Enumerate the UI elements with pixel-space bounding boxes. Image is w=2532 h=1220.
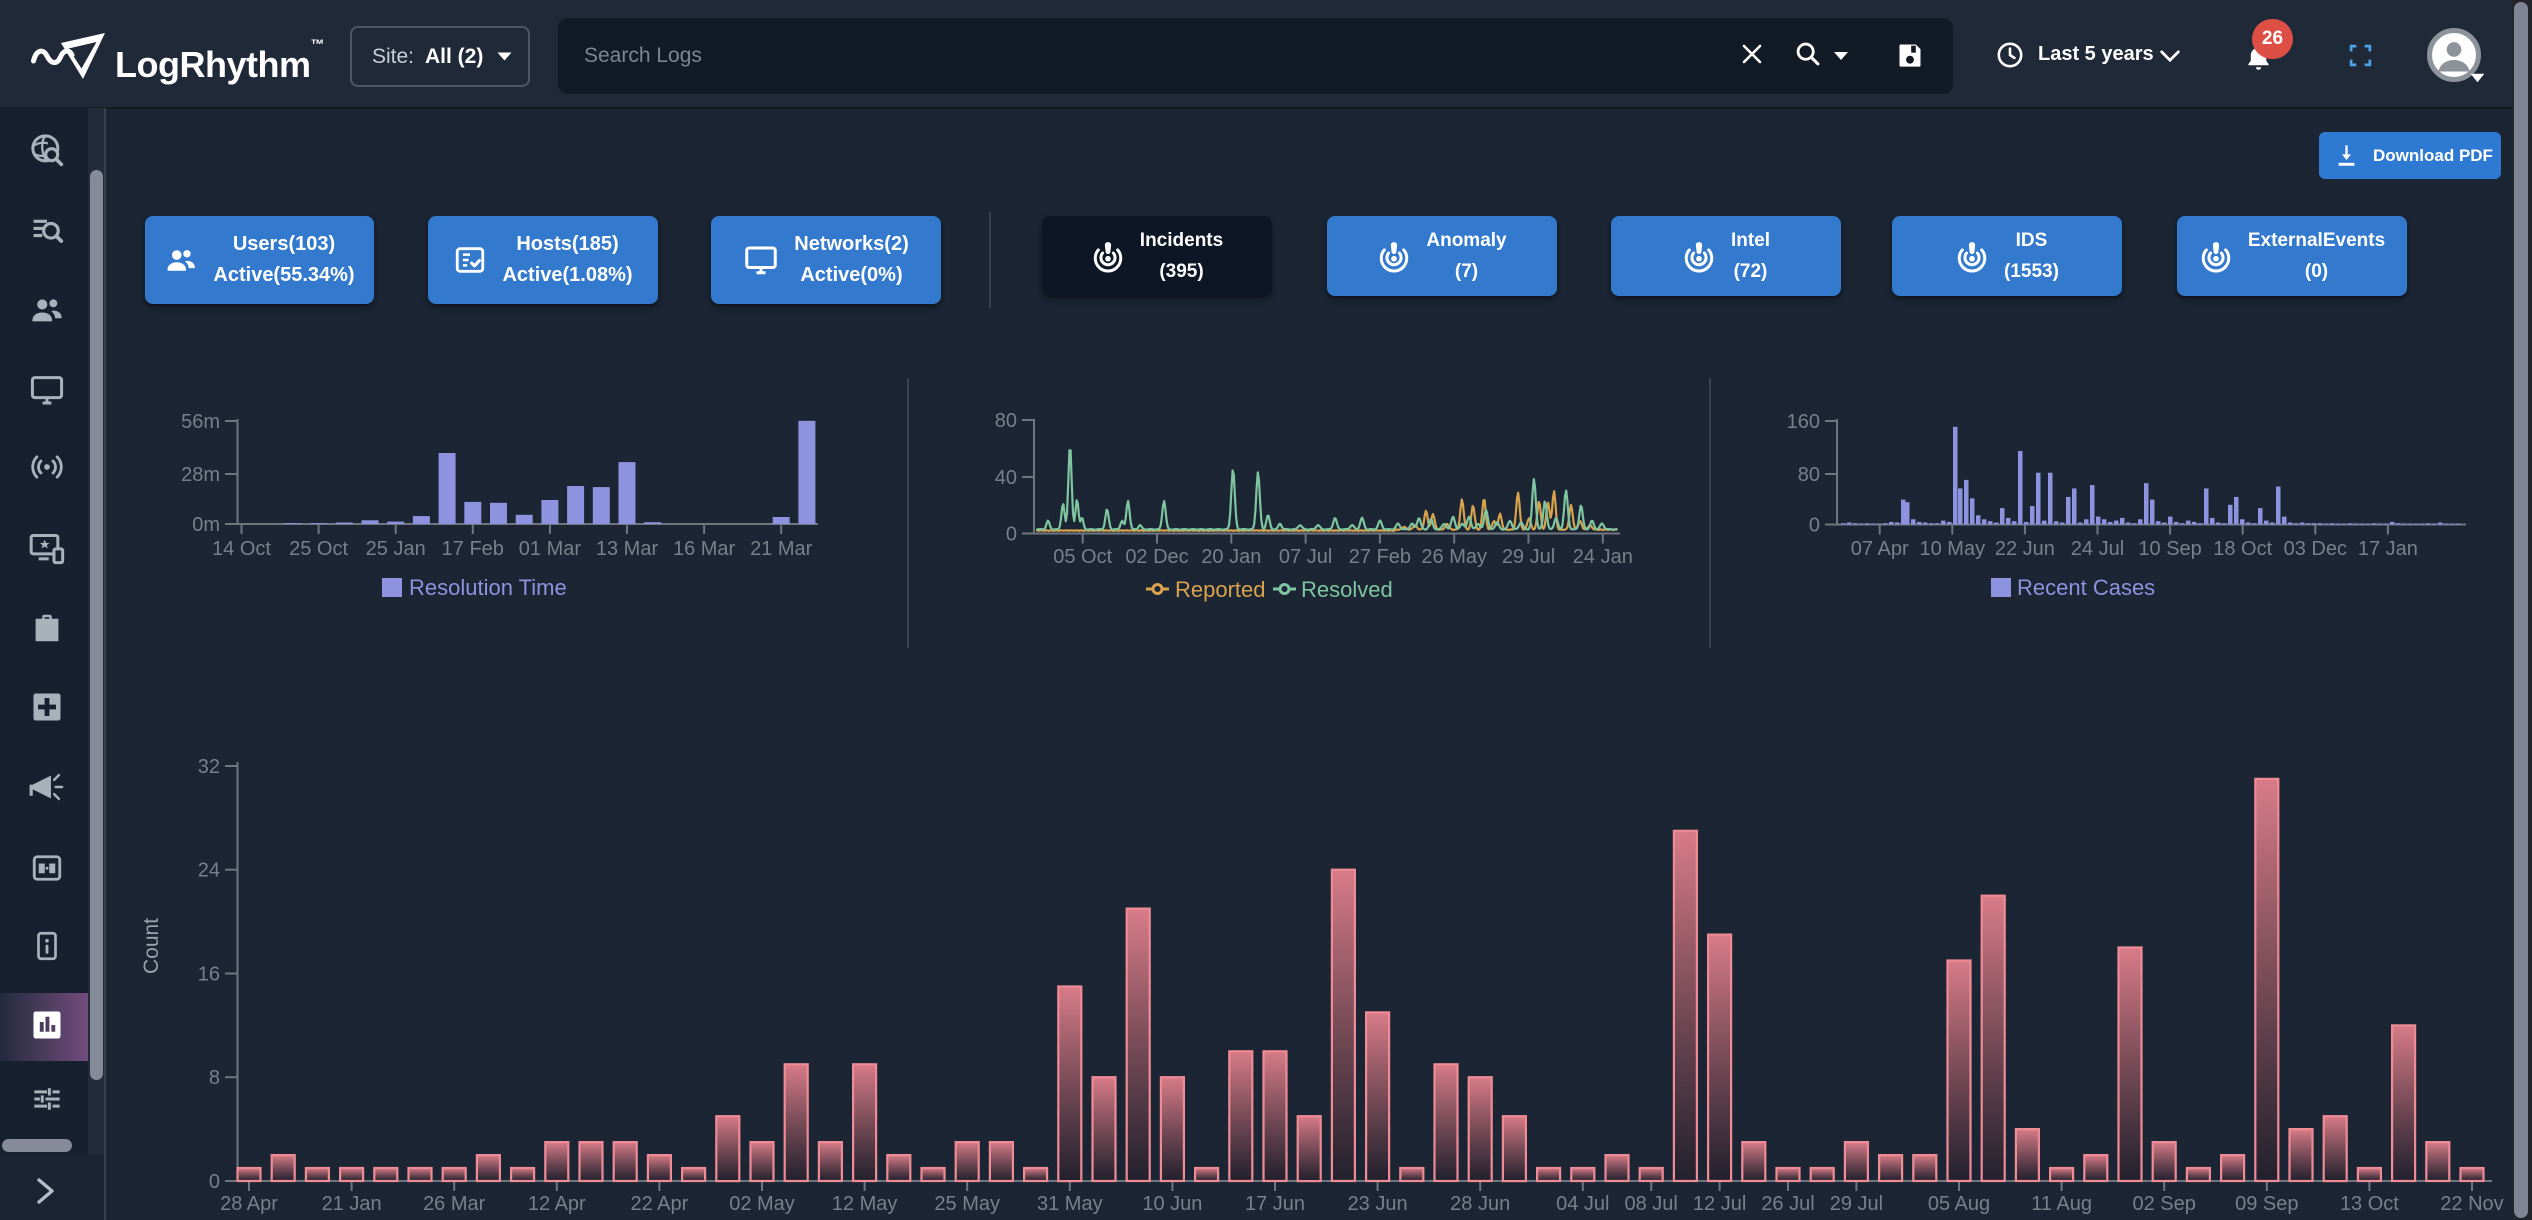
svg-text:40: 40 bbox=[995, 467, 1017, 489]
svg-text:02 May: 02 May bbox=[729, 1193, 795, 1215]
svg-text:26 Mar: 26 Mar bbox=[423, 1193, 486, 1215]
svg-text:Reported: Reported bbox=[1175, 577, 1266, 602]
svg-text:Resolution Time: Resolution Time bbox=[409, 575, 567, 600]
svg-text:13 Mar: 13 Mar bbox=[596, 538, 659, 560]
svg-text:21 Jan: 21 Jan bbox=[322, 1193, 382, 1215]
svg-text:24: 24 bbox=[198, 860, 220, 882]
svg-text:09 Sep: 09 Sep bbox=[2235, 1193, 2298, 1215]
svg-text:02 Sep: 02 Sep bbox=[2133, 1193, 2196, 1215]
svg-text:01 Mar: 01 Mar bbox=[519, 538, 582, 560]
svg-text:24 Jul: 24 Jul bbox=[2071, 538, 2124, 560]
svg-text:0m: 0m bbox=[192, 514, 220, 536]
svg-text:07 Jul: 07 Jul bbox=[1279, 546, 1332, 568]
svg-text:26 Jul: 26 Jul bbox=[1761, 1193, 1814, 1215]
svg-text:11 Aug: 11 Aug bbox=[2031, 1193, 2092, 1215]
svg-text:22 Jun: 22 Jun bbox=[1995, 538, 2055, 560]
svg-text:31 May: 31 May bbox=[1037, 1193, 1103, 1215]
svg-text:25 May: 25 May bbox=[934, 1193, 1000, 1215]
svg-text:16: 16 bbox=[198, 964, 220, 986]
svg-text:80: 80 bbox=[1798, 464, 1820, 486]
svg-text:04 Jul: 04 Jul bbox=[1556, 1193, 1609, 1215]
svg-text:22 Apr: 22 Apr bbox=[630, 1193, 688, 1215]
svg-text:25 Jan: 25 Jan bbox=[366, 538, 426, 560]
svg-text:56m: 56m bbox=[181, 411, 220, 433]
svg-text:12 Jul: 12 Jul bbox=[1693, 1193, 1746, 1215]
svg-text:160: 160 bbox=[1787, 411, 1820, 433]
svg-text:03 Dec: 03 Dec bbox=[2284, 538, 2347, 560]
svg-text:17 Feb: 17 Feb bbox=[442, 538, 504, 560]
svg-text:24 Jan: 24 Jan bbox=[1573, 546, 1633, 568]
svg-text:16 Mar: 16 Mar bbox=[673, 538, 736, 560]
svg-text:Recent Cases: Recent Cases bbox=[2017, 575, 2155, 600]
svg-text:32: 32 bbox=[198, 756, 220, 778]
svg-text:29 Jul: 29 Jul bbox=[1830, 1193, 1883, 1215]
svg-text:20 Jan: 20 Jan bbox=[1201, 546, 1261, 568]
svg-text:12 May: 12 May bbox=[832, 1193, 898, 1215]
svg-text:21 Mar: 21 Mar bbox=[750, 538, 813, 560]
svg-text:28 Apr: 28 Apr bbox=[220, 1193, 278, 1215]
svg-text:29 Jul: 29 Jul bbox=[1502, 546, 1555, 568]
svg-text:22 Nov: 22 Nov bbox=[2440, 1193, 2503, 1215]
svg-text:17 Jan: 17 Jan bbox=[2358, 538, 2418, 560]
svg-text:23 Jun: 23 Jun bbox=[1348, 1193, 1408, 1215]
svg-text:14 Oct: 14 Oct bbox=[212, 538, 271, 560]
svg-text:13 Oct: 13 Oct bbox=[2340, 1193, 2399, 1215]
svg-text:05 Aug: 05 Aug bbox=[1928, 1193, 1990, 1215]
svg-text:17 Jun: 17 Jun bbox=[1245, 1193, 1305, 1215]
svg-text:10 May: 10 May bbox=[1920, 538, 1986, 560]
svg-text:0: 0 bbox=[209, 1171, 220, 1193]
svg-text:80: 80 bbox=[995, 410, 1017, 432]
svg-text:28 Jun: 28 Jun bbox=[1450, 1193, 1510, 1215]
svg-text:25 Oct: 25 Oct bbox=[289, 538, 348, 560]
svg-text:07 Apr: 07 Apr bbox=[1851, 538, 1909, 560]
svg-text:18 Oct: 18 Oct bbox=[2213, 538, 2272, 560]
svg-text:28m: 28m bbox=[181, 464, 220, 486]
svg-text:0: 0 bbox=[1809, 515, 1820, 537]
svg-text:26 May: 26 May bbox=[1421, 546, 1487, 568]
svg-text:02 Dec: 02 Dec bbox=[1125, 546, 1188, 568]
svg-text:Resolved: Resolved bbox=[1301, 577, 1393, 602]
svg-text:08 Jul: 08 Jul bbox=[1625, 1193, 1678, 1215]
svg-text:Count: Count bbox=[140, 918, 163, 974]
svg-text:10 Sep: 10 Sep bbox=[2138, 538, 2201, 560]
svg-text:8: 8 bbox=[209, 1067, 220, 1089]
svg-text:0: 0 bbox=[1006, 524, 1017, 546]
svg-text:12 Apr: 12 Apr bbox=[528, 1193, 586, 1215]
svg-text:10 Jun: 10 Jun bbox=[1142, 1193, 1202, 1215]
svg-text:27 Feb: 27 Feb bbox=[1349, 546, 1411, 568]
svg-text:05 Oct: 05 Oct bbox=[1053, 546, 1112, 568]
